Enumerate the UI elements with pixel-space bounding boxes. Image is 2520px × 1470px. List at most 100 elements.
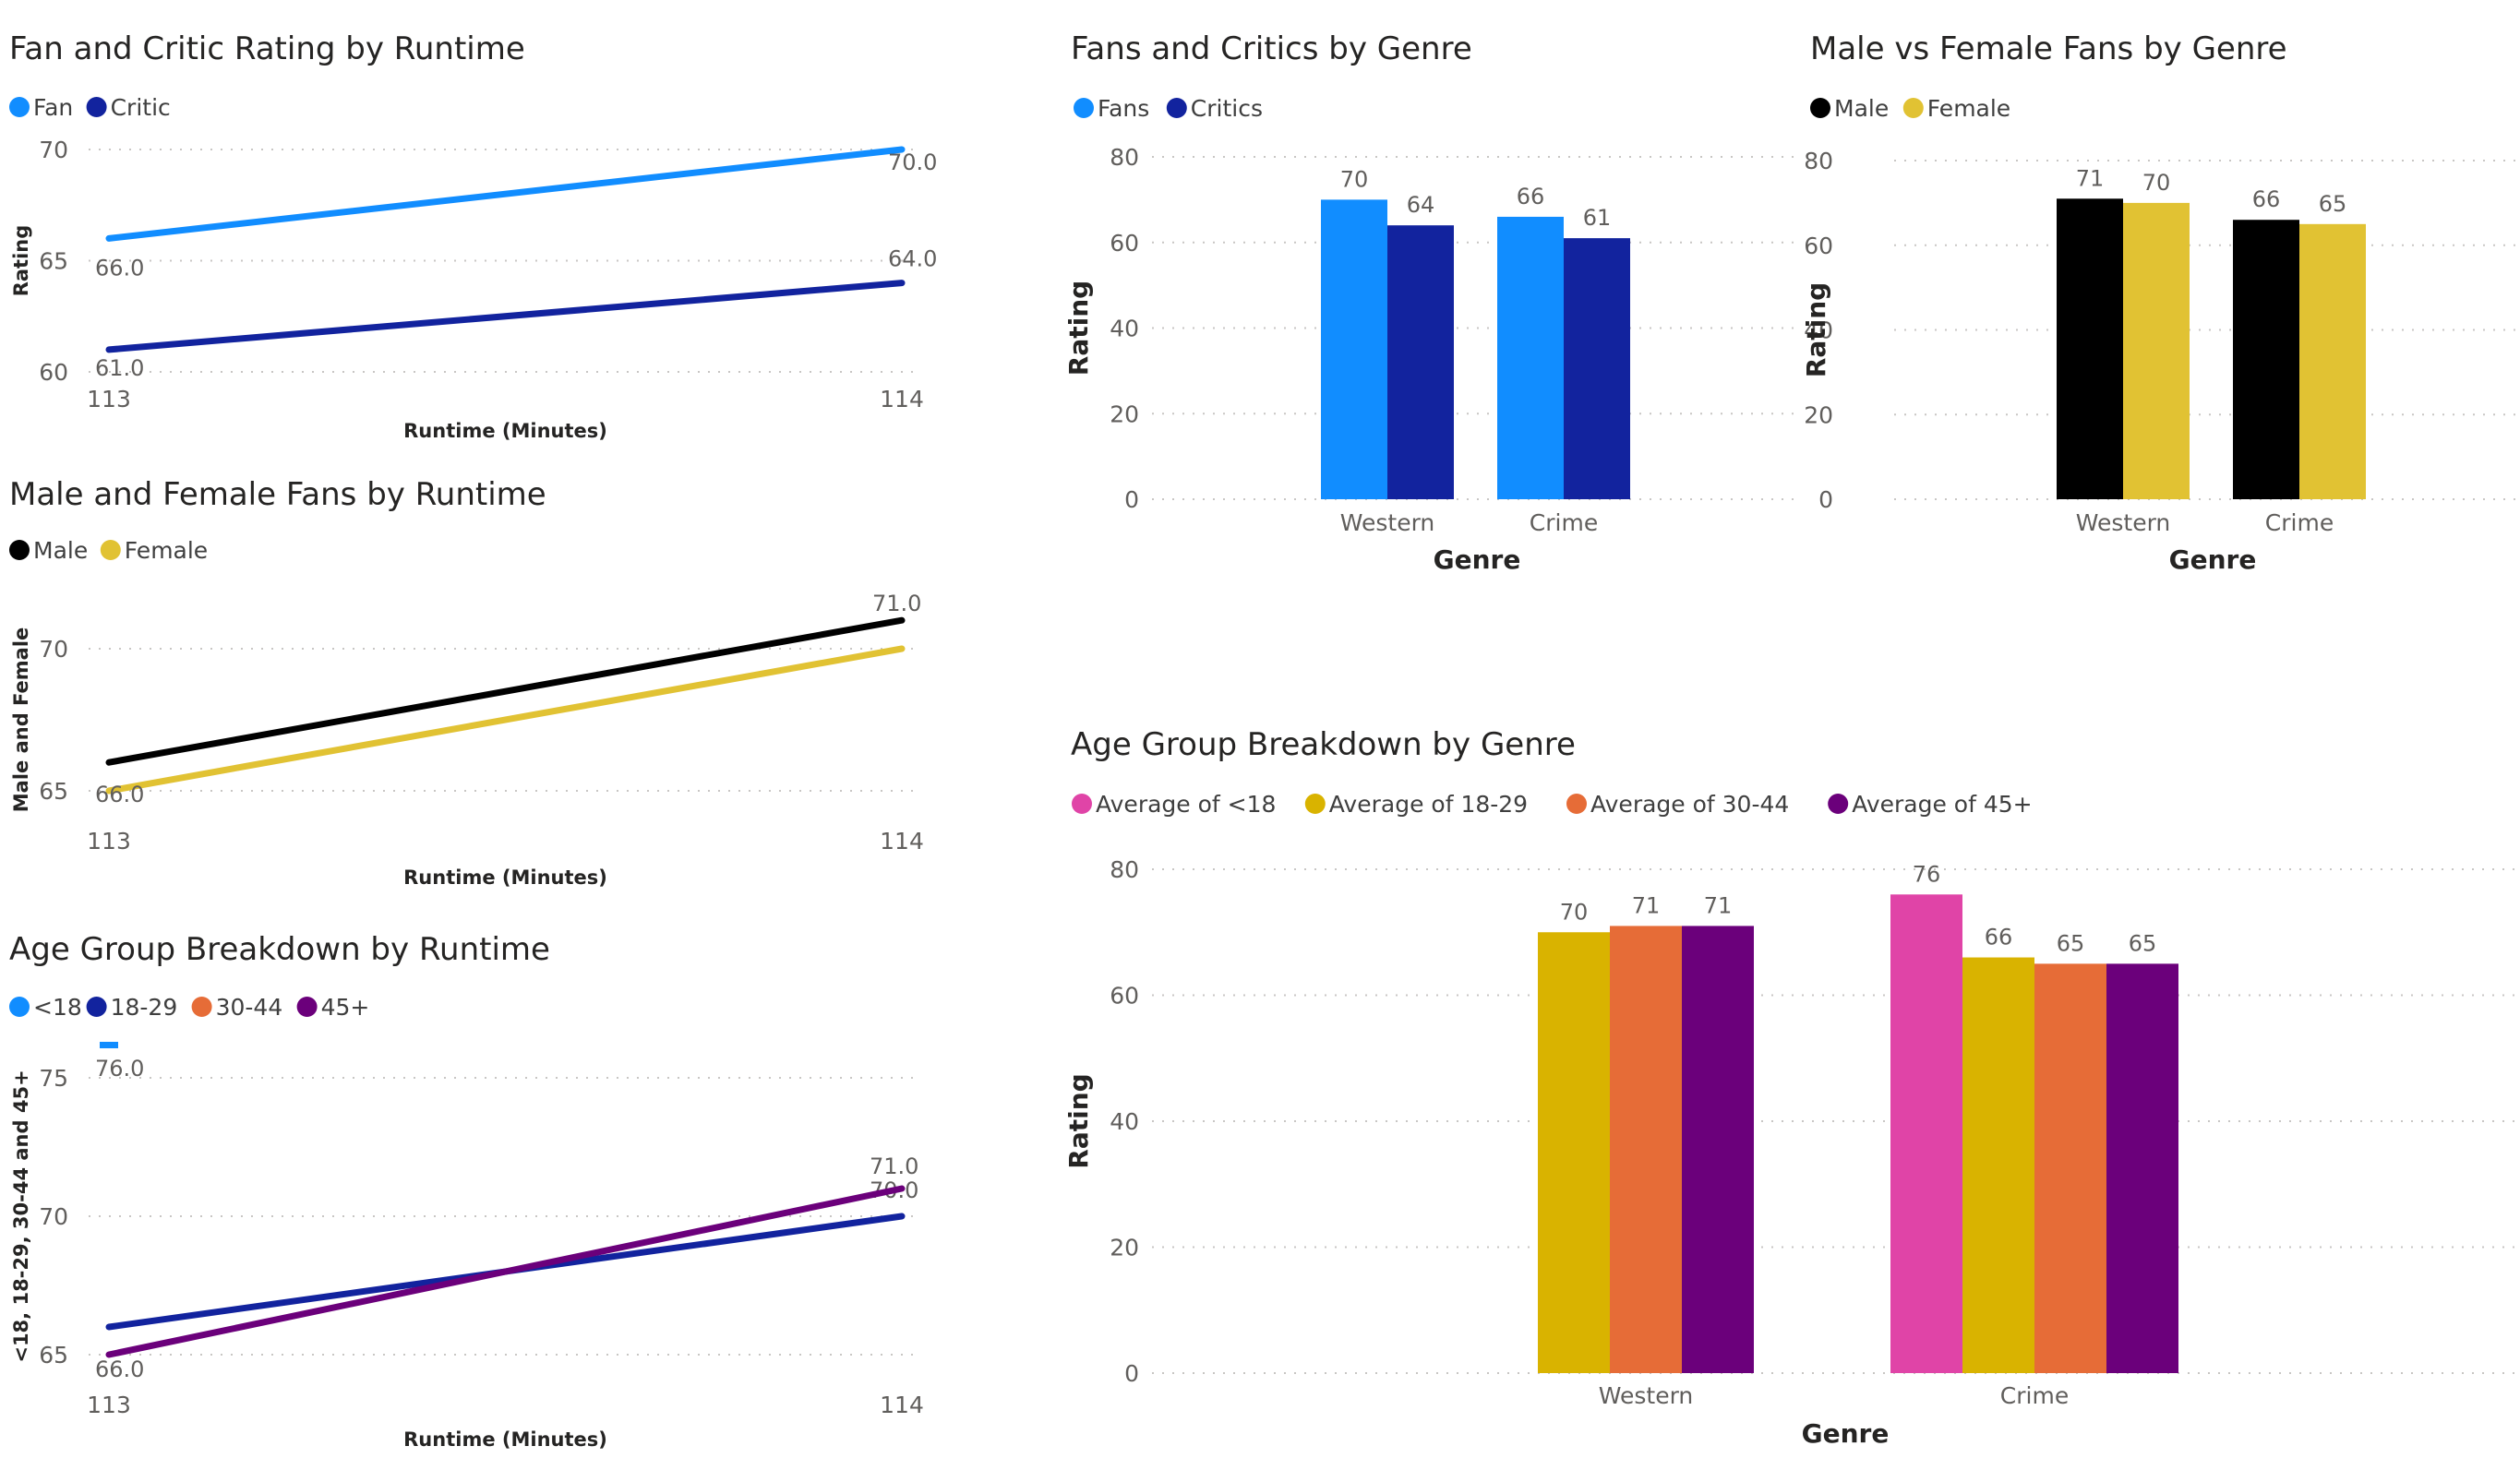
legend-item[interactable]: Male	[9, 537, 88, 564]
legend-label: Critic	[111, 94, 171, 121]
y-tick-label: 20	[1804, 401, 1833, 428]
data-label: 71	[1632, 892, 1661, 918]
legend-item[interactable]: Fans	[1074, 95, 1149, 122]
legend-label: Female	[1927, 95, 2010, 122]
legend-item[interactable]: Female	[1902, 95, 2010, 122]
bar-Crime-Critics[interactable]	[1564, 238, 1630, 499]
legend-label: 30-44	[216, 994, 283, 1021]
series-marker-<18[interactable]	[100, 1042, 118, 1048]
data-label: 71.0	[870, 1153, 918, 1179]
x-tick-label: 113	[87, 828, 131, 855]
x-axis-title: Genre	[1802, 1418, 1890, 1449]
bar-Western-Fans[interactable]	[1321, 199, 1387, 499]
chart-title: Male vs Female Fans by Genre	[1810, 30, 2287, 67]
bar-Crime-Average of <18[interactable]	[1890, 894, 1962, 1373]
bar-Western-Average of 18-29[interactable]	[1538, 932, 1610, 1373]
y-axis-title: Rating	[1063, 281, 1094, 376]
legend-item[interactable]: Critics	[1166, 95, 1263, 122]
data-label: 61	[1583, 205, 1612, 231]
legend-item[interactable]: 18-29	[86, 994, 178, 1021]
data-label: 70	[1340, 166, 1369, 192]
bar-Crime-Female[interactable]	[2299, 223, 2366, 499]
legend-marker	[1166, 98, 1187, 118]
bar-Western-Male[interactable]	[2057, 198, 2123, 499]
legend-item[interactable]: 45+	[296, 994, 370, 1021]
legend-marker	[191, 997, 212, 1017]
legend-item[interactable]: Female	[100, 537, 208, 564]
bar-Crime-Average of 18-29[interactable]	[1962, 957, 2034, 1373]
series-line-Critic[interactable]	[105, 280, 906, 353]
y-tick-label: 70	[39, 1203, 68, 1230]
bar-Western-Critics[interactable]	[1387, 225, 1454, 499]
bar-Crime-Average of 30-44[interactable]	[2034, 963, 2106, 1373]
data-label: 65	[2319, 191, 2347, 217]
y-tick-label: 0	[1124, 1360, 1139, 1387]
chart-title: Fan and Critic Rating by Runtime	[9, 30, 525, 67]
legend-item[interactable]: <18	[9, 994, 82, 1021]
bar-chart-fans_critics_genre: Fans and Critics by Genre Fans Critics 0 20 4…	[1063, 30, 1800, 575]
chart-title: Fans and Critics by Genre	[1071, 30, 1472, 67]
bar-Western-Average of 30-44[interactable]	[1610, 926, 1682, 1373]
data-label: 71.0	[872, 591, 921, 616]
legend-item[interactable]: Average of <18	[1072, 791, 1276, 818]
series-line-45+[interactable]	[105, 1185, 906, 1358]
series-line-Fan[interactable]	[105, 146, 906, 242]
bar-Crime-Fans[interactable]	[1497, 216, 1564, 500]
x-axis-title: Genre	[1434, 544, 1521, 575]
legend-marker	[1902, 98, 1924, 118]
data-label: 66	[1517, 184, 1545, 209]
y-tick-label: 60	[39, 359, 68, 386]
legend-item[interactable]: Critic	[86, 94, 171, 121]
line-chart-male_female_runtime: Male and Female Fans by Runtime Male Femal…	[9, 476, 924, 889]
legend-item[interactable]: Fan	[9, 94, 73, 121]
data-label: 61.0	[95, 355, 144, 381]
legend-label: Average of 30-44	[1590, 791, 1789, 818]
y-tick-label: 70	[39, 636, 68, 663]
chart-title: Male and Female Fans by Runtime	[9, 476, 546, 513]
bar-Western-Average of 45+[interactable]	[1682, 926, 1754, 1373]
y-tick-label: 60	[1110, 230, 1139, 257]
legend-item[interactable]: Male	[1810, 95, 1889, 122]
data-label: 76	[1913, 861, 1941, 887]
data-label: 64	[1407, 192, 1435, 218]
legend-marker	[1810, 98, 1830, 118]
y-tick-label: 80	[1110, 144, 1139, 171]
legend-marker	[1828, 794, 1849, 814]
legend-label: Fans	[1098, 95, 1149, 122]
x-tick-label: 113	[87, 1392, 131, 1418]
bar-chart-age_genre: Age Group Breakdown by Genre Average of <…	[1063, 726, 2520, 1449]
x-tick-label: 114	[880, 1392, 924, 1418]
y-tick-label: 20	[1110, 400, 1139, 427]
data-label: 66	[2252, 186, 2281, 212]
x-tick-label: 114	[880, 386, 924, 412]
legend-label: Average of 18-29	[1329, 791, 1528, 818]
legend-label: 18-29	[111, 994, 178, 1021]
legend-label: 45+	[321, 994, 370, 1021]
series-line-Female[interactable]	[105, 645, 906, 795]
bar-Crime-Average of 45+[interactable]	[2106, 963, 2178, 1373]
x-tick-label: Western	[1599, 1382, 1694, 1409]
y-tick-label: 60	[1110, 983, 1139, 1010]
data-label: 71	[1704, 892, 1733, 918]
y-tick-label: 65	[39, 1342, 68, 1368]
y-axis-title: Rating	[10, 225, 32, 297]
legend-item[interactable]: Average of 18-29	[1304, 791, 1528, 818]
legend-item[interactable]: Average of 45+	[1828, 791, 2033, 818]
legend-item[interactable]: Average of 30-44	[1566, 791, 1789, 818]
bar-Crime-Male[interactable]	[2233, 220, 2299, 499]
y-tick-label: 20	[1110, 1235, 1139, 1261]
data-label: 71	[2076, 165, 2105, 191]
y-tick-label: 0	[1124, 486, 1139, 513]
data-label: 64.0	[888, 246, 937, 272]
x-axis-title: Genre	[2169, 544, 2257, 575]
legend-item[interactable]: 30-44	[191, 994, 283, 1021]
data-label: 70	[2142, 170, 2171, 196]
line-chart-fan_critic_runtime: Fan and Critic Rating by Runtime Fan Criti…	[9, 30, 937, 442]
series-line-Male[interactable]	[105, 616, 906, 766]
legend-label: Critics	[1191, 95, 1263, 122]
bar-Western-Female[interactable]	[2123, 202, 2190, 499]
legend-marker	[86, 97, 107, 117]
y-axis-title: Rating	[1801, 282, 1831, 377]
x-tick-label: Western	[2076, 509, 2171, 536]
legend-marker	[9, 997, 30, 1017]
